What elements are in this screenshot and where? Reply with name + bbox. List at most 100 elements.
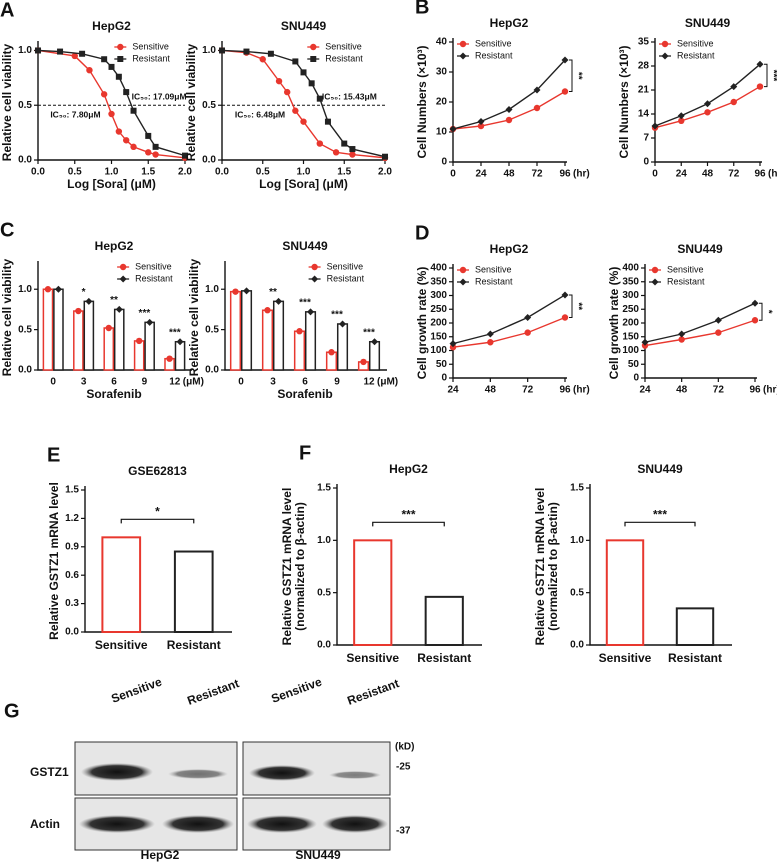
point (524, 329, 531, 336)
legend-marker (651, 266, 659, 274)
legend-marker (117, 56, 124, 62)
point (382, 153, 388, 160)
bar (83, 300, 95, 371)
mean-marker (105, 324, 112, 332)
y-tick-label: 21 (638, 85, 650, 96)
y-tick-label: 300 (622, 290, 639, 301)
mean-marker (115, 305, 123, 313)
y-tick-label: 0.5 (570, 587, 584, 598)
legend-label: Resistant (677, 50, 715, 60)
y-tick-label: 1.5 (570, 483, 584, 494)
x-unit: (μM) (377, 377, 398, 388)
y-tick-label: 400 (430, 263, 447, 274)
x-tick-label: 96 (559, 385, 571, 396)
y-tick-label: 300 (430, 290, 447, 301)
significance-label: ** (572, 72, 583, 80)
bar (103, 327, 115, 371)
significance-label: ** (572, 302, 583, 310)
marker-label: -37 (396, 826, 411, 837)
point (145, 132, 152, 139)
x-tick-label: Sensitive (95, 638, 148, 652)
point (487, 339, 494, 346)
mean-marker (275, 297, 283, 305)
significance-bracket (372, 521, 445, 527)
x-tick-label: 24 (676, 169, 688, 180)
x-tick-label: 2.0 (178, 167, 192, 178)
point (115, 128, 123, 135)
chart: SNU449 0.0 0.5 1.0 1.5 Relative GSTZ1 mRNA le… (533, 462, 732, 665)
panel-label: A (0, 0, 14, 21)
x-tick-label: 96 (559, 169, 571, 180)
legend-label: Resistant (325, 53, 363, 63)
point (678, 330, 686, 338)
y-tick-label: 0.5 (18, 100, 32, 111)
point (477, 118, 485, 125)
significance-label: *** (299, 297, 311, 308)
point (267, 50, 274, 57)
significance-bracket (569, 294, 573, 318)
x-tick-label: 3 (270, 377, 276, 388)
mean-marker (339, 320, 347, 328)
y-axis-label: Relative cell viability (184, 43, 198, 161)
x-unit: (hr) (573, 169, 590, 180)
y-tick-label: 0 (633, 373, 639, 384)
cell-label: HepG2 (141, 848, 180, 862)
y-tick-label: 100 (622, 345, 639, 356)
significance-label: * (762, 310, 773, 314)
y-tick-label: 0.0 (18, 365, 32, 376)
lane-label: Resistant (185, 676, 241, 708)
point (349, 146, 356, 153)
point (704, 109, 711, 116)
series-line (221, 49, 386, 158)
point (316, 140, 323, 147)
mean-marker (371, 338, 379, 346)
y-axis-label: (normalized to β-actin) (293, 502, 307, 631)
y-tick-label: 0.5 (205, 324, 219, 335)
point (35, 47, 41, 54)
legend-label: Resistant (135, 273, 173, 283)
y-tick-label: 350 (622, 276, 639, 287)
point (152, 151, 159, 158)
y-tick-label: 0 (643, 157, 649, 168)
legend-label: Sensitive (475, 38, 512, 48)
point (86, 66, 93, 74)
mean-marker (328, 349, 335, 356)
y-tick-label: 1.0 (202, 45, 216, 56)
point (715, 329, 722, 336)
mean-marker (85, 297, 93, 305)
y-tick-label: 0.0 (18, 155, 32, 166)
point (259, 56, 266, 63)
x-tick-label: Sensitive (346, 651, 399, 665)
y-tick-label: 0 (441, 157, 447, 168)
mean-marker (307, 308, 315, 316)
point (449, 125, 457, 133)
x-tick-label: Sensitive (599, 651, 652, 665)
legend-label: Sensitive (327, 261, 364, 271)
point (714, 316, 722, 324)
point (219, 47, 225, 54)
series-line (452, 294, 566, 345)
y-tick-label: 35 (638, 37, 650, 48)
annotation: IC₅₀: 15.43μM (322, 91, 377, 101)
bar (174, 340, 186, 371)
band (247, 815, 317, 833)
bar (272, 300, 285, 371)
point (292, 58, 299, 65)
y-tick-label: 0.5 (18, 324, 32, 335)
significance-label: ** (110, 295, 118, 306)
chart: F HepG2 0.0 0.5 1.0 1.5 Relative GSTZ1 mRNA le… (280, 442, 482, 665)
legend-label: Sensitive (325, 41, 362, 51)
point (108, 110, 115, 118)
chart-title: SNU449 (685, 16, 731, 30)
y-tick-label: 50 (628, 359, 640, 370)
band (322, 815, 388, 833)
x-tick-label: Resistant (668, 651, 722, 665)
x-tick-label: 96 (749, 385, 761, 396)
y-tick-label: 14 (638, 109, 650, 120)
y-tick-label: 7 (643, 133, 649, 144)
x-tick-label: 72 (531, 169, 543, 180)
y-tick-label: 0.0 (317, 640, 331, 651)
legend-marker (459, 52, 467, 60)
